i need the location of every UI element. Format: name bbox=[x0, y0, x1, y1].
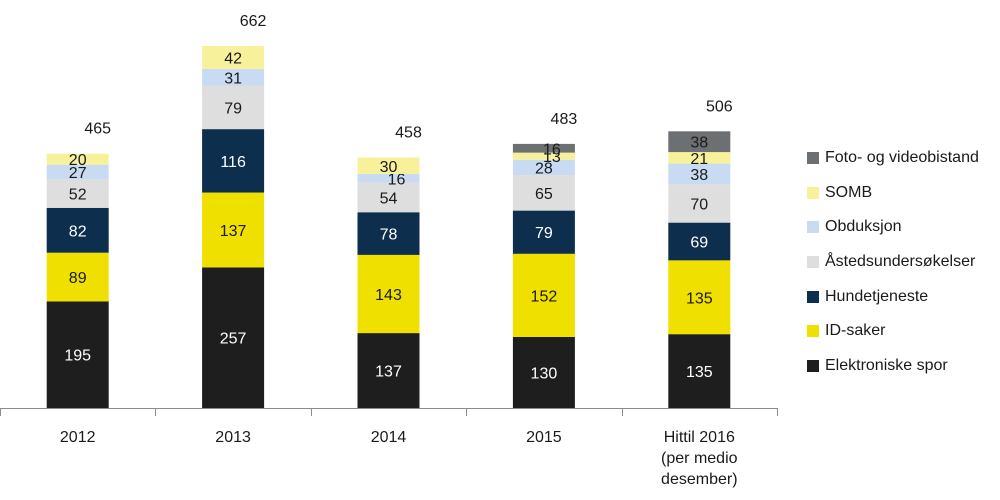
data-label: 89 bbox=[69, 270, 87, 287]
x-tick-label: 2015 bbox=[526, 429, 562, 446]
data-label: 79 bbox=[535, 225, 553, 242]
data-label: 135 bbox=[686, 364, 713, 381]
x-tick-label: (per medio bbox=[661, 450, 738, 467]
legend-label: Foto- og videobistand bbox=[825, 149, 979, 167]
bar-segment bbox=[512, 143, 575, 153]
chart-legend: Foto- og videobistand SOMB Obduksjon Åsteds… bbox=[807, 141, 979, 383]
legend-item: Hundetjeneste bbox=[807, 279, 979, 314]
data-label: 130 bbox=[531, 365, 558, 382]
bar-segment bbox=[202, 129, 265, 193]
total-label: 458 bbox=[395, 125, 422, 142]
data-label: 137 bbox=[375, 364, 402, 381]
bar-segment bbox=[668, 163, 731, 185]
legend-swatch bbox=[807, 290, 819, 303]
bar-segment bbox=[46, 207, 109, 253]
bar-segment bbox=[46, 164, 109, 180]
bar-segment bbox=[46, 252, 109, 302]
data-label: 31 bbox=[224, 70, 242, 87]
legend-label: SOMB bbox=[825, 183, 873, 201]
data-label: 16 bbox=[543, 141, 561, 158]
data-label: 79 bbox=[224, 101, 242, 118]
bar-segment bbox=[46, 301, 109, 408]
data-label: 28 bbox=[535, 160, 553, 177]
legend-label: Obduksjon bbox=[825, 218, 902, 236]
x-tick-label: 2013 bbox=[215, 429, 251, 446]
bar-segment bbox=[668, 260, 731, 335]
data-label: 54 bbox=[380, 190, 398, 207]
legend-swatch bbox=[807, 221, 819, 234]
x-tick-label: 2014 bbox=[371, 429, 407, 446]
data-label: 52 bbox=[69, 187, 87, 204]
x-tick-label: 2012 bbox=[60, 429, 96, 446]
data-label: 27 bbox=[69, 165, 87, 182]
data-label: 65 bbox=[535, 186, 553, 203]
data-label: 257 bbox=[220, 331, 247, 348]
data-label: 70 bbox=[690, 196, 708, 213]
legend-item: Foto- og videobistand bbox=[807, 141, 979, 176]
data-label: 82 bbox=[69, 223, 87, 240]
bar-segment bbox=[512, 210, 575, 254]
data-label: 20 bbox=[69, 152, 87, 169]
data-label: 137 bbox=[220, 223, 247, 240]
bar-segment bbox=[668, 184, 731, 223]
data-label: 152 bbox=[531, 288, 558, 305]
bar-segment bbox=[512, 253, 575, 337]
x-tick-label: desember) bbox=[661, 471, 737, 488]
data-label: 195 bbox=[64, 348, 91, 365]
legend-label: Elektroniske spor bbox=[825, 356, 948, 374]
legend-label: Hundetjeneste bbox=[825, 287, 929, 305]
data-label: 38 bbox=[690, 167, 708, 184]
bar-segment bbox=[202, 267, 265, 408]
bar-segment bbox=[357, 212, 420, 255]
legend-label: Åstedsundersøkelser bbox=[825, 253, 976, 271]
bar-segment bbox=[202, 192, 265, 268]
legend-item: Obduksjon bbox=[807, 210, 979, 245]
legend-item: Åstedsundersøkelser bbox=[807, 245, 979, 280]
bar-segment bbox=[46, 179, 109, 208]
bar-segment bbox=[512, 175, 575, 211]
legend-item: Elektroniske spor bbox=[807, 349, 979, 384]
bar-segment bbox=[357, 182, 420, 213]
bar-segment bbox=[512, 159, 575, 176]
bar-segment bbox=[357, 333, 420, 408]
data-label: 21 bbox=[690, 151, 708, 168]
total-label: 465 bbox=[84, 121, 111, 138]
data-label: 13 bbox=[543, 149, 561, 166]
data-label: 16 bbox=[388, 171, 406, 188]
total-label: 483 bbox=[551, 111, 578, 128]
bar-segment bbox=[202, 85, 265, 130]
bar-segment bbox=[46, 153, 109, 165]
legend-swatch bbox=[807, 186, 819, 199]
data-label: 135 bbox=[686, 290, 713, 307]
bar-segment bbox=[357, 254, 420, 334]
bar-segment bbox=[668, 152, 731, 164]
data-label: 143 bbox=[375, 287, 402, 304]
data-label: 30 bbox=[380, 159, 398, 176]
total-label: 506 bbox=[706, 98, 733, 115]
legend-item: ID-saker bbox=[807, 314, 979, 349]
bar-segment bbox=[357, 173, 420, 183]
legend-label: ID-saker bbox=[825, 322, 886, 340]
legend-swatch bbox=[807, 359, 819, 372]
bar-segment bbox=[512, 152, 575, 160]
bar-segment bbox=[668, 222, 731, 261]
total-label: 662 bbox=[240, 13, 267, 30]
bar-segment bbox=[202, 68, 265, 86]
bar-segment bbox=[668, 131, 731, 153]
data-label: 116 bbox=[220, 154, 246, 171]
data-label: 78 bbox=[380, 227, 398, 244]
bar-segment bbox=[357, 157, 420, 174]
data-label: 69 bbox=[690, 234, 708, 251]
legend-item: SOMB bbox=[807, 176, 979, 211]
x-tick-label: Hittil 2016 bbox=[664, 429, 735, 446]
legend-swatch bbox=[807, 256, 819, 269]
legend-swatch bbox=[807, 325, 819, 338]
data-label: 38 bbox=[690, 135, 708, 152]
bar-segment bbox=[512, 336, 575, 408]
legend-swatch bbox=[807, 152, 819, 165]
bar-segment bbox=[202, 46, 265, 69]
bar-segment bbox=[668, 334, 731, 408]
data-label: 42 bbox=[224, 50, 242, 67]
